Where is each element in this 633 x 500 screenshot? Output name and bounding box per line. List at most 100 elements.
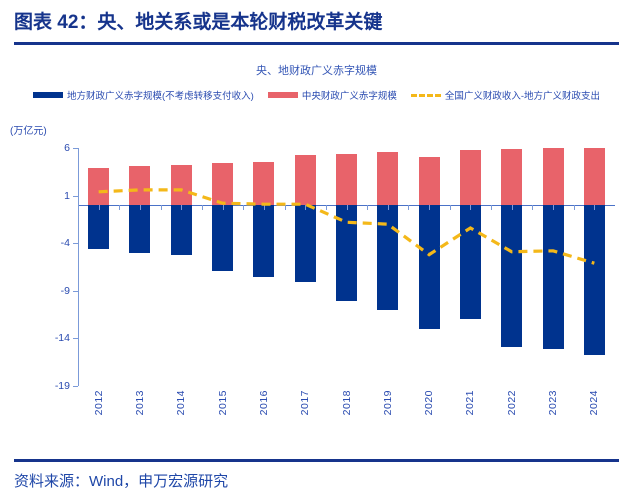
legend-item-0[interactable]: 地方财政广义赤字规模(不考虑转移支付收入)	[32, 88, 254, 102]
y-tick-mark	[73, 243, 78, 245]
x-tick-mark	[222, 205, 224, 211]
x-tick-mark	[573, 205, 575, 211]
bar-central-deficit-2015	[212, 163, 234, 206]
x-tick-label-2020: 2020	[423, 390, 436, 416]
y-tick-label: 6	[64, 142, 70, 154]
x-tick-mark	[305, 205, 307, 211]
line-series-overlay	[98, 188, 595, 265]
x-tick-label-2012: 2012	[92, 390, 105, 416]
x-axis-labels: 2012 2013 2014 2015 2016 2017 2018 2019 2020 2021…	[78, 390, 615, 450]
x-tick-label-2024: 2024	[588, 390, 601, 416]
x-tick-label-2014: 2014	[175, 390, 188, 416]
y-tick-label: 1	[64, 189, 70, 202]
y-tick-label: -9	[60, 284, 70, 297]
x-tick-mark	[119, 205, 121, 211]
plot-area: 6 1 -4 -9 -14 -19	[55, 142, 615, 392]
legend-dash-swatch	[410, 93, 441, 97]
x-tick-label-2019: 2019	[381, 390, 394, 416]
y-tick-mark	[73, 290, 78, 292]
source-note: 资料来源：Wind，申万宏源研究	[14, 473, 229, 490]
y-tick-label: -4	[60, 237, 70, 250]
bar-central-deficit-2021	[459, 149, 481, 206]
header: 图表 42：央、地关系或是本轮财税改革关键	[14, 10, 619, 44]
x-tick-mark	[346, 205, 348, 211]
bar-local-deficit-2020	[418, 205, 440, 329]
x-tick-mark	[511, 205, 513, 211]
bar-central-deficit-2019	[377, 151, 399, 206]
x-tick-mark	[408, 205, 410, 211]
x-tick-mark	[532, 205, 534, 211]
footer-divider	[14, 459, 619, 462]
x-tick-mark	[160, 205, 162, 211]
bar-central-deficit-2014	[170, 165, 192, 206]
y-axis-unit-label: (万亿元)	[10, 126, 47, 137]
bar-central-deficit-2017	[294, 154, 316, 206]
bar-local-deficit-2013	[129, 205, 151, 253]
y-tick-mark	[73, 195, 78, 197]
x-tick-label-2015: 2015	[216, 390, 229, 416]
legend-label: 地方财政广义赤字规模(不考虑转移支付收入)	[66, 91, 254, 102]
bar-central-deficit-2023	[542, 148, 564, 206]
x-tick-mark	[243, 205, 245, 211]
bar-central-deficit-2020	[418, 156, 440, 206]
x-tick-label-2016: 2016	[257, 390, 270, 416]
header-divider	[14, 42, 619, 45]
x-tick-mark	[263, 205, 265, 211]
bar-local-deficit-2024	[583, 205, 605, 355]
bar-central-deficit-2013	[129, 166, 151, 206]
x-tick-mark	[139, 205, 141, 211]
y-tick-label: -19	[54, 380, 70, 392]
x-tick-mark	[98, 205, 100, 211]
x-tick-mark	[470, 205, 472, 211]
x-tick-label-2017: 2017	[299, 390, 312, 416]
x-tick-label-2013: 2013	[133, 390, 146, 416]
bar-local-deficit-2021	[459, 205, 481, 320]
bar-local-deficit-2017	[294, 205, 316, 283]
bar-local-deficit-2022	[501, 205, 523, 347]
x-tick-mark	[553, 205, 555, 211]
x-tick-mark	[491, 205, 493, 211]
bar-central-deficit-2016	[253, 162, 275, 206]
bar-central-deficit-2018	[336, 153, 357, 206]
chart-legend: 地方财政广义赤字规模(不考虑转移支付收入) 中央财政广义赤字规模 全国广义财政收入-…	[0, 88, 633, 102]
x-tick-mark	[325, 205, 327, 211]
dashed-line-series	[98, 188, 595, 265]
x-tick-label-2021: 2021	[464, 390, 477, 416]
x-tick-mark	[449, 205, 451, 211]
legend-label: 全国广义财政收入-地方广义财政支出	[444, 91, 600, 102]
page-title: 图表 42：央、地关系或是本轮财税改革关键	[14, 12, 383, 33]
legend-color-swatch	[32, 92, 63, 98]
bar-central-deficit-2012	[88, 167, 110, 206]
x-tick-mark	[387, 205, 389, 211]
x-tick-mark	[594, 205, 596, 211]
bar-local-deficit-2014	[170, 205, 192, 255]
x-tick-label-2023: 2023	[547, 390, 560, 416]
legend-item-1[interactable]: 中央财政广义赤字规模	[267, 88, 397, 102]
y-tick-mark	[73, 338, 78, 340]
bar-central-deficit-2022	[501, 148, 523, 206]
chart-title: 央、地财政广义赤字规模	[256, 65, 377, 77]
bar-local-deficit-2019	[377, 205, 399, 310]
bar-local-deficit-2012	[88, 205, 110, 249]
y-axis-line	[78, 148, 79, 386]
x-tick-mark	[429, 205, 431, 211]
legend-label: 中央财政广义赤字规模	[301, 91, 397, 102]
bar-central-deficit-2024	[583, 148, 605, 206]
bar-local-deficit-2015	[212, 205, 234, 271]
x-tick-label-2018: 2018	[340, 390, 353, 416]
y-tick-mark	[73, 386, 78, 387]
bar-local-deficit-2023	[542, 205, 564, 349]
y-tick-mark	[73, 148, 78, 149]
x-tick-mark	[284, 205, 286, 211]
bar-local-deficit-2018	[336, 205, 357, 302]
x-tick-mark	[181, 205, 183, 211]
legend-color-swatch	[267, 92, 298, 98]
x-tick-label-2022: 2022	[505, 390, 518, 416]
legend-item-2[interactable]: 全国广义财政收入-地方广义财政支出	[410, 88, 600, 102]
y-tick-label: -14	[54, 332, 70, 345]
x-tick-mark	[201, 205, 203, 211]
bar-local-deficit-2016	[253, 205, 275, 278]
x-tick-mark	[78, 205, 79, 211]
x-tick-mark	[367, 205, 369, 211]
